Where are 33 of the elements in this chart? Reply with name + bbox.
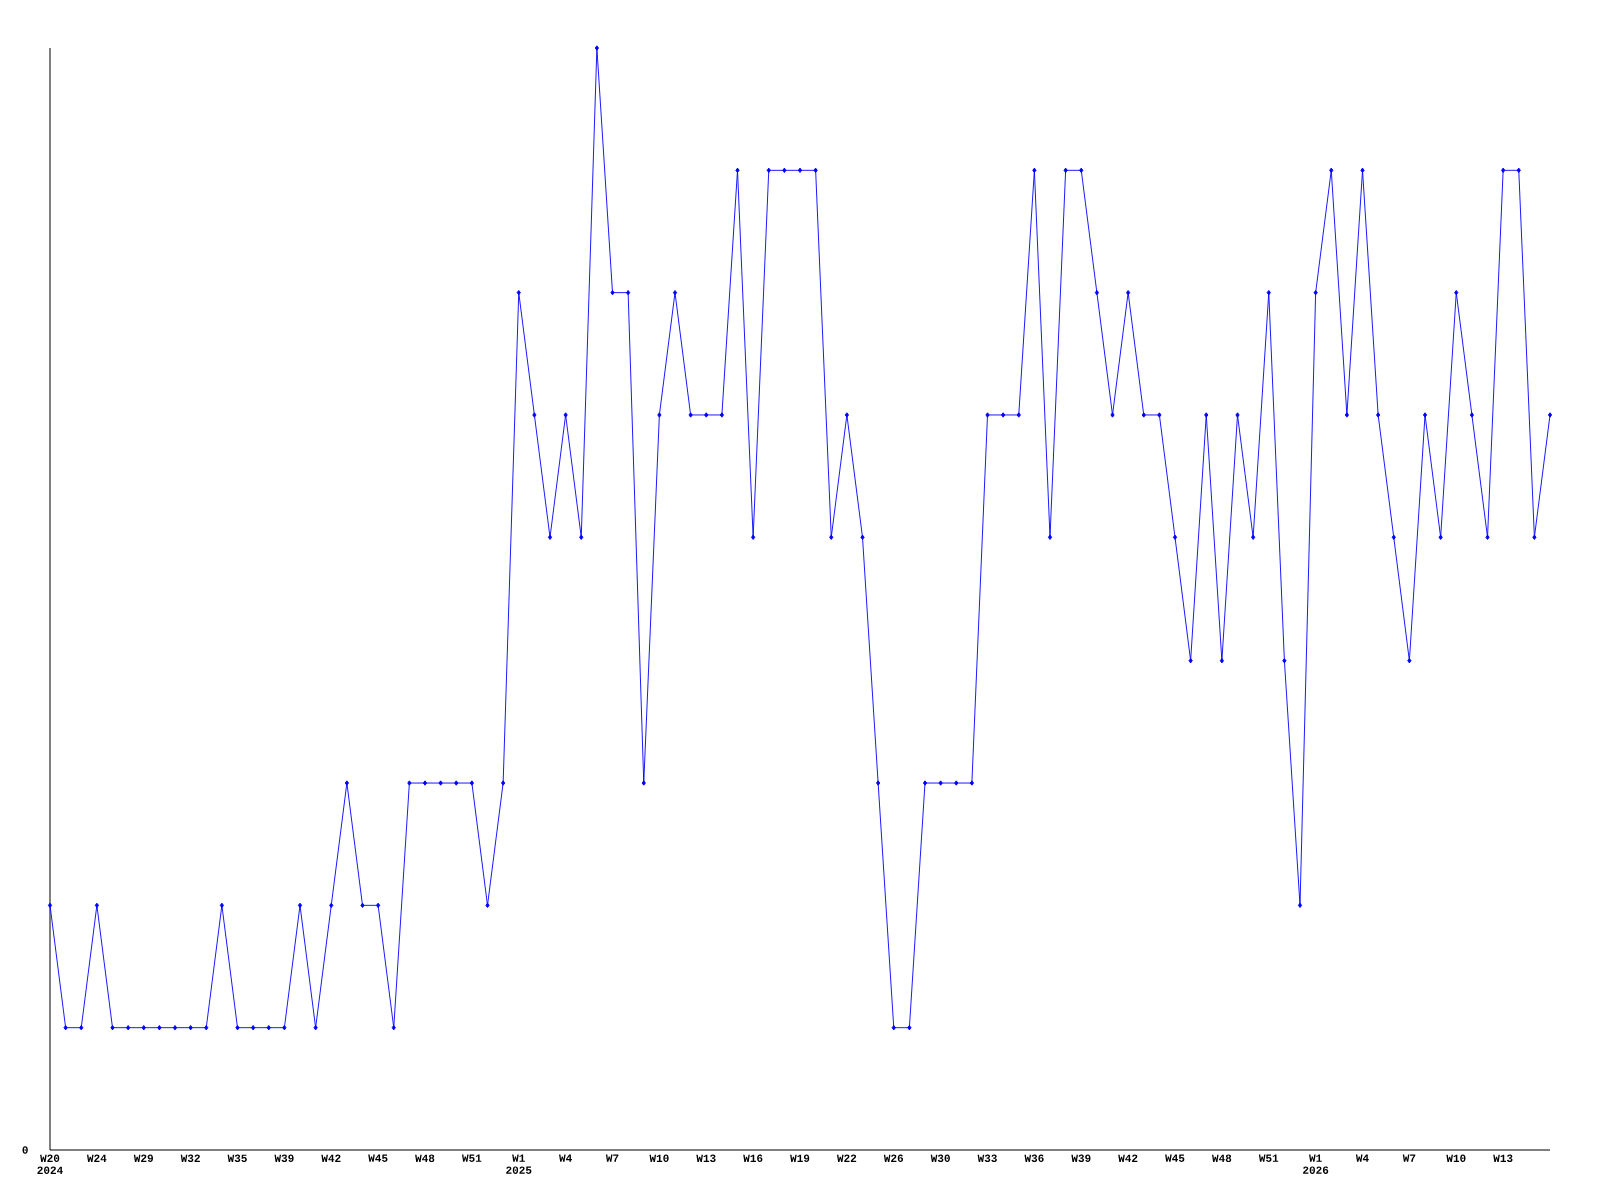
x-tick-label: W24 xyxy=(86,1154,107,1162)
x-tick-label: W45 xyxy=(1165,1154,1185,1162)
x-tick-label: W39 xyxy=(274,1154,294,1163)
x-tick-label: W35 xyxy=(227,1154,247,1163)
x-tick-label: W22 xyxy=(836,1154,857,1162)
x-tick-label: W13 xyxy=(696,1154,716,1163)
x-tick-label: W20 2024 xyxy=(37,1154,63,1174)
x-tick-label: W19 xyxy=(790,1154,810,1162)
x-tick-label: W1 2026 xyxy=(1303,1154,1329,1174)
x-tick-label: W26 xyxy=(883,1154,904,1162)
x-tick-label: W39 xyxy=(1071,1154,1091,1163)
x-tick-label: W32 xyxy=(180,1154,200,1163)
x-tick-label: W10 xyxy=(1446,1154,1466,1162)
x-tick-label: W29 xyxy=(133,1154,153,1162)
x-tick-label: W4 xyxy=(1355,1154,1369,1162)
x-tick-label: W13 xyxy=(1493,1154,1513,1163)
x-tick-label: W42 xyxy=(321,1154,341,1162)
x-tick-label: W30 xyxy=(930,1154,950,1163)
x-tick-label: W48 xyxy=(1211,1154,1232,1162)
x-tick-label: W36 xyxy=(1024,1154,1044,1163)
x-tick-label: W42 xyxy=(1118,1154,1138,1162)
x-tick-label: W7 xyxy=(1402,1154,1416,1162)
x-tick-label: W48 xyxy=(415,1154,435,1162)
x-tick-label: W4 xyxy=(559,1154,572,1162)
x-tick-label: W45 xyxy=(368,1154,388,1162)
x-tick-label: W51 xyxy=(461,1154,482,1162)
x-tick-label: W33 xyxy=(977,1154,997,1163)
x-tick-label: W10 xyxy=(649,1154,669,1162)
x-tick-label: W1 2025 xyxy=(506,1154,532,1174)
x-tick-label: W51 xyxy=(1258,1154,1279,1162)
x-tick-label: W7 xyxy=(605,1154,619,1162)
text: 0 xyxy=(22,1146,28,1154)
x-tick-label: W16 xyxy=(743,1154,763,1162)
